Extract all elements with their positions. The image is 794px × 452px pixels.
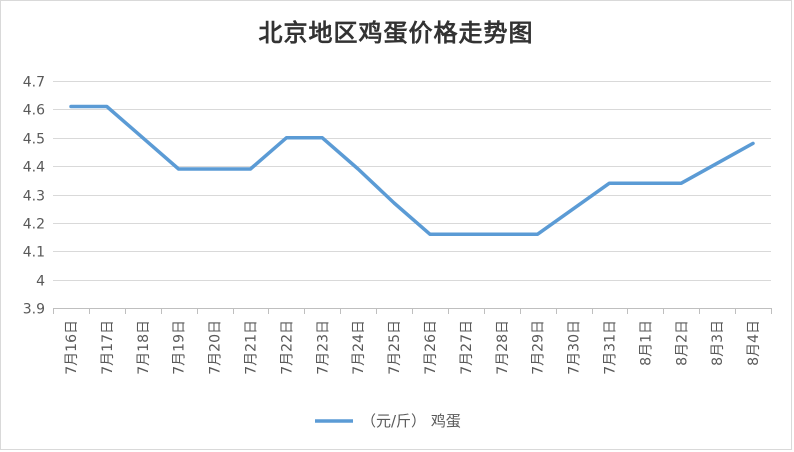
y-tick-label: 4.3	[23, 189, 45, 205]
x-tick-label: 7月27日	[459, 320, 475, 375]
x-tick-label: 7月18日	[136, 320, 152, 375]
y-tick-label: 4.4	[23, 160, 45, 176]
x-tick-label: 7月29日	[531, 320, 547, 375]
y-tick-label: 3.9	[23, 302, 45, 318]
y-tick-label: 4.6	[23, 103, 45, 119]
x-tick-label: 7月23日	[315, 320, 331, 375]
series-layer	[69, 104, 755, 236]
x-tick-label: 7月17日	[100, 320, 116, 375]
legend[interactable]: （元/斤） 鸡蛋	[315, 412, 461, 430]
x-tick-label: 7月19日	[172, 320, 188, 375]
x-tick-label: 7月24日	[351, 320, 367, 375]
x-axis	[53, 308, 772, 314]
gridlines	[53, 81, 771, 281]
x-tick-label: 7月22日	[279, 320, 295, 375]
chart-title: 北京地区鸡蛋价格走势图	[258, 19, 534, 47]
x-axis-tick-labels: 7月16日 7月17日 7月18日 7月19日 7月20日 7月21日 7月22日 7月23日…	[64, 320, 762, 375]
x-tick-label: 7月21日	[243, 320, 259, 375]
y-tick-label: 4.2	[23, 217, 45, 233]
y-tick-label: 4.7	[23, 75, 45, 91]
x-tick-label: 8月2日	[674, 320, 690, 366]
x-tick-label: 7月30日	[567, 320, 583, 375]
series-line	[69, 104, 755, 236]
y-tick-label: 4.5	[23, 132, 45, 148]
legend-label: （元/斤） 鸡蛋	[361, 412, 461, 430]
x-tick-label: 8月1日	[638, 320, 654, 366]
y-tick-label: 4.1	[23, 245, 45, 261]
y-tick-label: 4	[36, 274, 45, 290]
x-tick-label: 7月26日	[423, 320, 439, 375]
x-tick-label: 7月28日	[495, 320, 511, 375]
x-tick-label: 8月4日	[746, 320, 762, 366]
x-tick-label: 7月16日	[64, 320, 80, 375]
x-tick-label: 7月25日	[387, 320, 403, 375]
x-tick-label: 7月20日	[208, 320, 224, 375]
x-tick-label: 7月31日	[602, 320, 618, 375]
x-tick-label: 8月3日	[710, 320, 726, 366]
y-axis-tick-labels: 3.9 4 4.1 4.2 4.3 4.4 4.5 4.6 4.7	[23, 75, 45, 318]
